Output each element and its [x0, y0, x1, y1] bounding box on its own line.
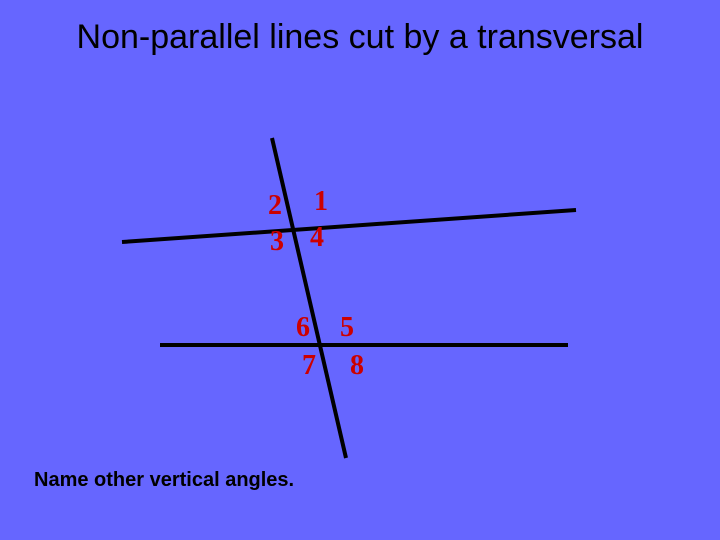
diagram-lines — [0, 0, 720, 540]
angle-7-label: 7 — [302, 352, 316, 380]
angle-4-label: 4 — [310, 224, 324, 252]
angle-8-label: 8 — [350, 352, 364, 380]
angle-2-label: 2 — [268, 192, 282, 220]
angle-6-label: 6 — [296, 314, 310, 342]
prompt-text: Name other vertical angles. — [34, 469, 294, 492]
angle-5-label: 5 — [340, 314, 354, 342]
slide: Non-parallel lines cut by a transversal … — [0, 0, 720, 540]
angle-3-label: 3 — [270, 228, 284, 256]
angle-1-label: 1 — [314, 188, 328, 216]
